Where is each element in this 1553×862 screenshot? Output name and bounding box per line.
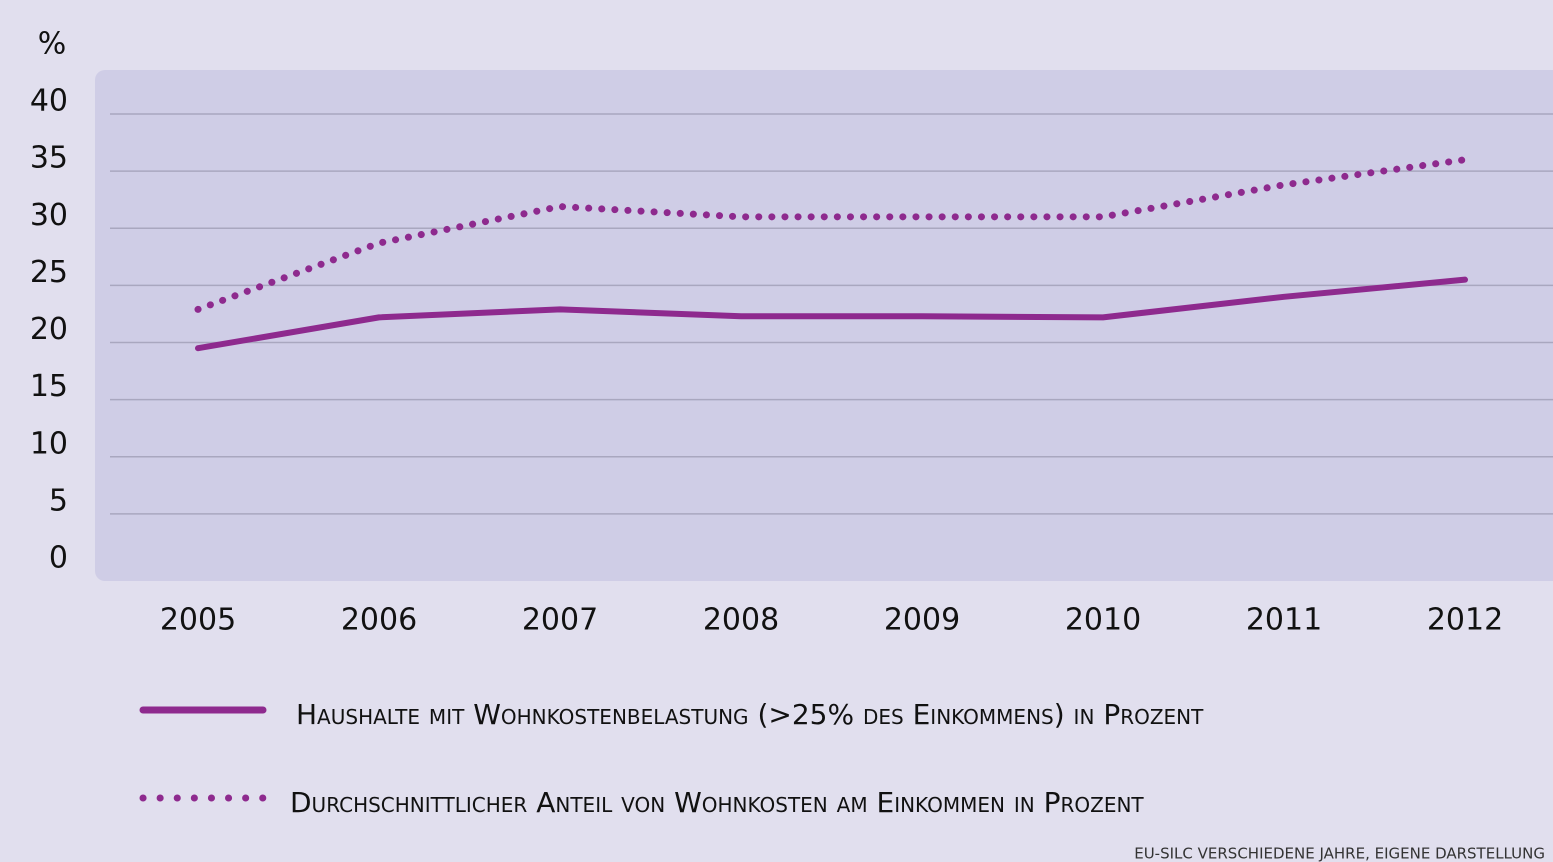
- line-series: [195, 276, 1468, 352]
- y-tick-label: 10: [30, 426, 68, 461]
- y-tick-label: 30: [30, 198, 68, 233]
- y-tick-label: 25: [30, 255, 68, 290]
- y-tick-label: 35: [30, 141, 68, 176]
- y-tick-label: 40: [30, 84, 68, 119]
- y-tick-label: 15: [30, 369, 68, 404]
- y-tick-label: 20: [30, 312, 68, 347]
- line-series: [194, 156, 1469, 313]
- plot-area: [95, 70, 1553, 581]
- x-tick-label: 2012: [1427, 603, 1503, 638]
- x-tick-label: 2009: [884, 603, 960, 638]
- legend-label: Durchschnittlicher Anteil von Wohnkosten…: [290, 786, 1144, 819]
- x-tick-label: 2011: [1246, 603, 1322, 638]
- source: EU-SILC VERSCHIEDENE JAHRE, EIGENE DARST…: [1134, 845, 1545, 862]
- x-tick-label: 2008: [703, 603, 779, 638]
- y-tick-label: 5: [49, 483, 68, 518]
- x-tick-label: 2007: [522, 603, 598, 638]
- x-tick-label: 2005: [160, 603, 236, 638]
- x-tick-label: 2010: [1065, 603, 1141, 638]
- x-tick-label: 2006: [341, 603, 417, 638]
- y-tick-label: 0: [49, 541, 68, 576]
- legend-label: Haushalte mit Wohnkostenbelastung (>25% …: [296, 698, 1204, 731]
- y-unit-label: %: [38, 27, 67, 62]
